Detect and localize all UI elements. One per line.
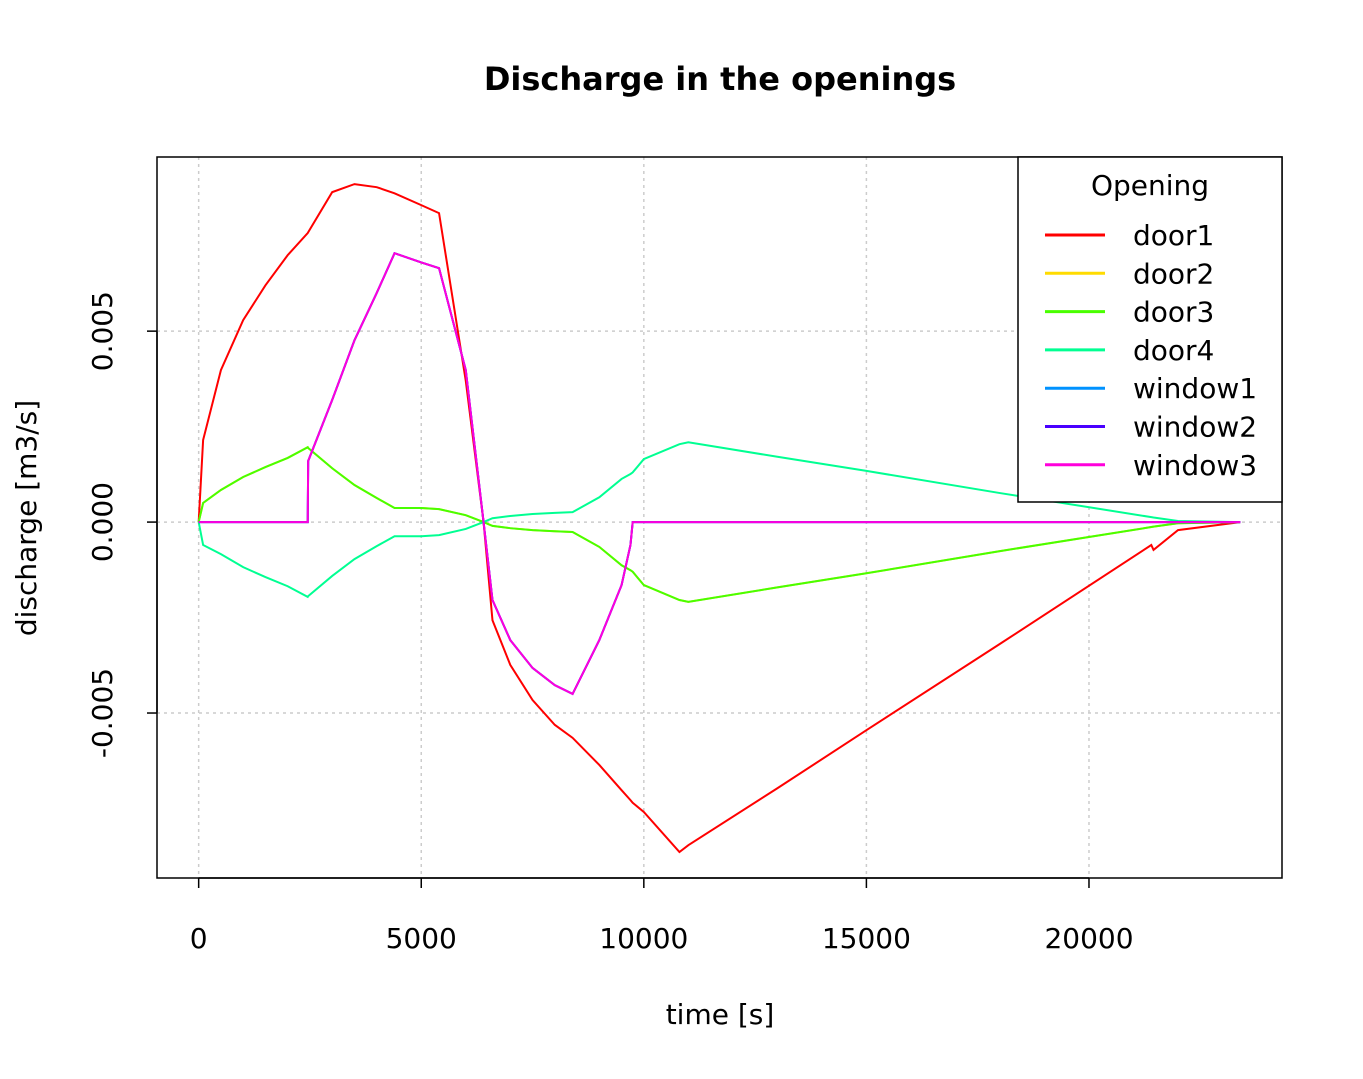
legend-label: window1	[1133, 372, 1257, 405]
x-axis-label: time [s]	[666, 998, 775, 1031]
x-tick-label: 0	[190, 922, 208, 955]
series-line	[197, 445, 1241, 603]
legend-label: window3	[1133, 449, 1257, 482]
legend-label: door3	[1133, 296, 1214, 329]
y-tick-label: -0.005	[86, 668, 119, 758]
series-line	[197, 441, 1241, 599]
chart-title: Discharge in the openings	[484, 60, 956, 98]
legend-label: door2	[1133, 257, 1214, 290]
legend-label: door4	[1133, 334, 1214, 367]
legend-label: door1	[1133, 219, 1214, 252]
legend-label: window2	[1133, 411, 1257, 444]
series-line	[198, 251, 1241, 696]
y-tick-label: 0.000	[86, 482, 119, 562]
legend-title: Opening	[1091, 169, 1209, 202]
y-tick-label: 0.005	[86, 291, 119, 371]
y-axis-label: discharge [m3/s]	[10, 400, 43, 636]
x-tick-label: 10000	[599, 922, 688, 955]
plot-frame	[156, 156, 1283, 879]
x-tick-label: 20000	[1044, 922, 1133, 955]
series-line	[197, 183, 1241, 854]
x-tick-label: 5000	[386, 922, 457, 955]
x-tick-label: 15000	[822, 922, 911, 955]
legend-box	[1017, 156, 1283, 503]
